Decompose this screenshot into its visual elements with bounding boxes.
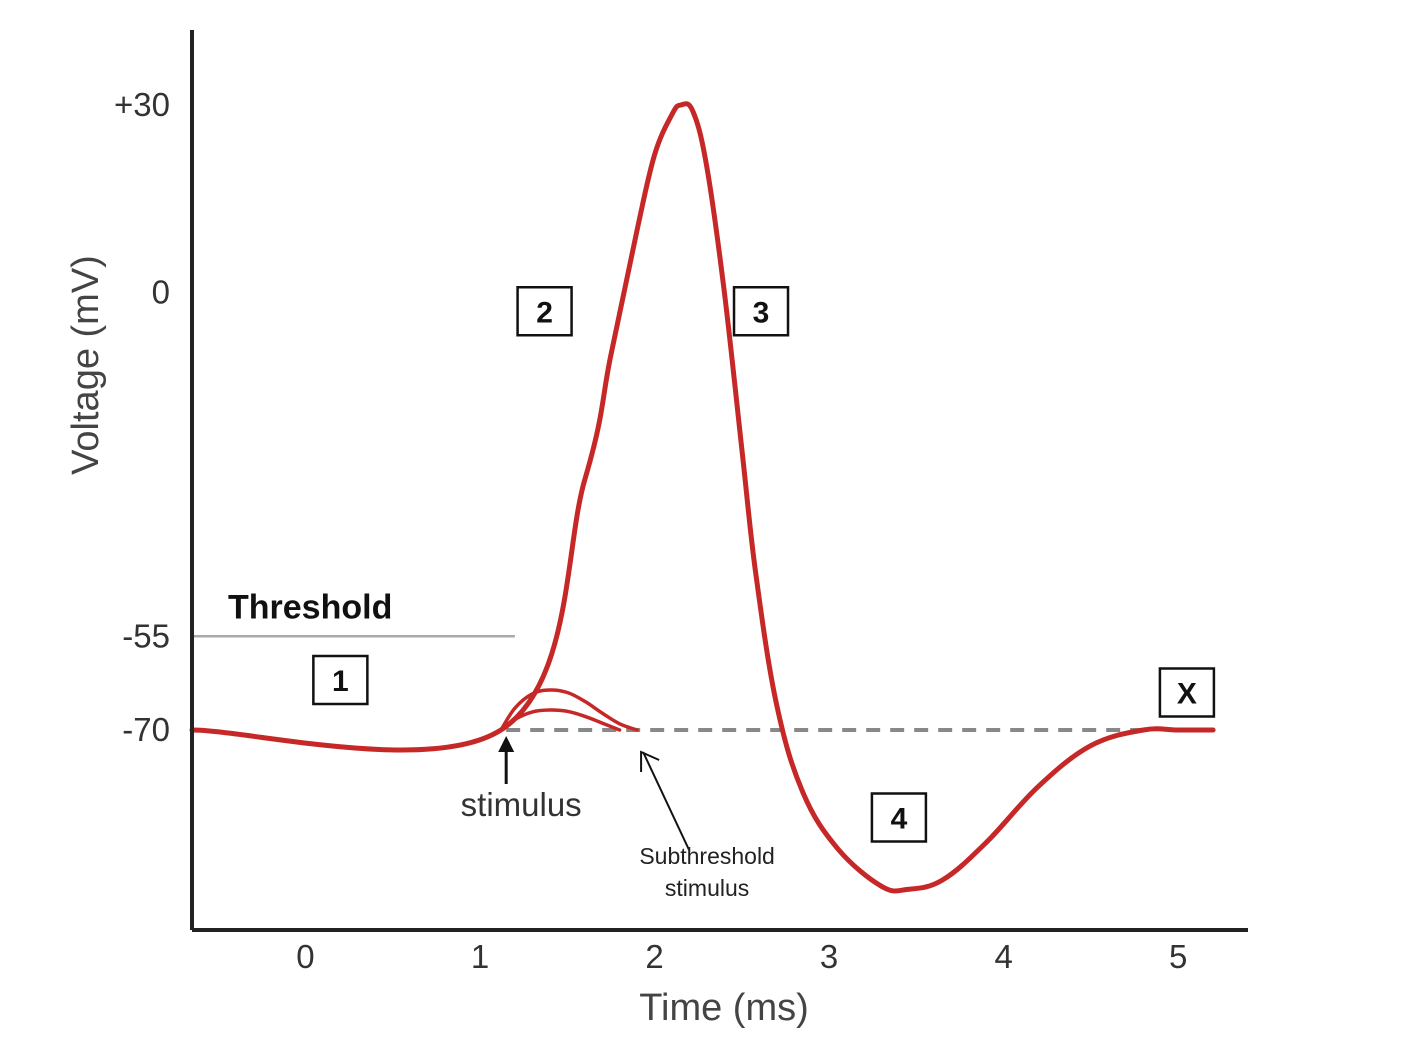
subthreshold-line-1 [499, 688, 639, 732]
subthreshold-arrowhead [640, 750, 660, 772]
y-axis-title: Voltage (mV) [65, 255, 107, 475]
phase-box-label: 2 [536, 296, 553, 329]
subthreshold-arrow [642, 751, 690, 851]
phase-box-label: 1 [332, 665, 349, 698]
phase-box-4: 4 [870, 792, 928, 843]
x-tick-label: 5 [1169, 938, 1187, 975]
stimulus-arrowhead [498, 736, 515, 752]
x-tick-label: 2 [645, 938, 663, 975]
phase-box-frame [312, 654, 369, 706]
stimulus-label: stimulus [461, 786, 582, 823]
phase-boxes: 1 2 3 4 X [312, 286, 1216, 843]
reference-lines [192, 635, 1144, 732]
phase-box-frame [732, 286, 790, 337]
annotations: stimulus Subthreshold stimulus [461, 736, 775, 901]
x-tick-label: 3 [820, 938, 838, 975]
phase-box-frame [870, 792, 928, 843]
x-tick-label: 1 [471, 938, 489, 975]
subthreshold-label-line2: stimulus [665, 875, 749, 901]
subthreshold-label-line1: Subthreshold [639, 843, 775, 869]
y-tick-label: +30 [114, 86, 170, 123]
x-axis-title: Time (ms) [639, 987, 809, 1029]
y-tick-label: 0 [152, 274, 170, 311]
phase-box-3: 3 [732, 286, 790, 337]
x-tick-label: 0 [296, 938, 314, 975]
phase-box-label: 3 [753, 296, 770, 329]
series-group [189, 101, 1216, 894]
threshold-label: Threshold [228, 588, 392, 626]
phase-box-label: 4 [891, 803, 908, 836]
y-tick-label: -70 [122, 711, 170, 748]
tick-labels: 0 1 2 3 4 5 +30 0 -55 -70 [114, 86, 1187, 975]
subthreshold-line-2 [499, 708, 622, 732]
action-potential-line [189, 101, 1216, 894]
phase-box-frame [1158, 667, 1216, 718]
y-tick-label: -55 [122, 617, 170, 654]
phase-box-1: 1 [312, 654, 369, 706]
phase-box-x: X [1158, 667, 1216, 718]
axes [190, 30, 1248, 932]
phase-box-label: X [1177, 678, 1197, 711]
phase-box-frame [516, 286, 573, 337]
phase-box-2: 2 [516, 286, 573, 337]
x-tick-label: 4 [994, 938, 1012, 975]
